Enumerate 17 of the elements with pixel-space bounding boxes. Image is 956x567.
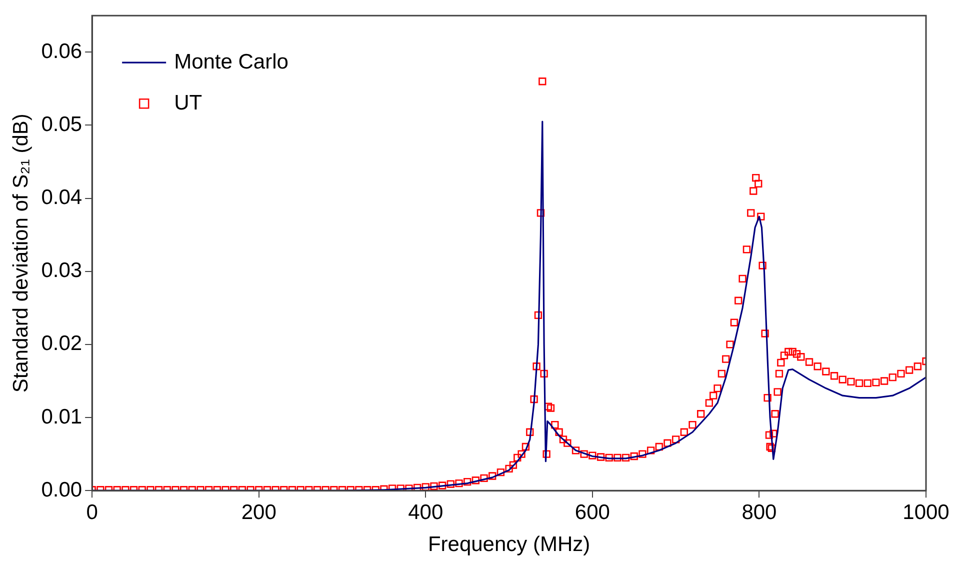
y-axis-title: Standard deviation of S₂₁ (dB)	[9, 114, 32, 393]
legend-label: UT	[174, 91, 202, 114]
y-tick-label: 0.00	[41, 478, 82, 502]
x-tick-label: 400	[408, 500, 444, 524]
y-tick-label: 0.06	[41, 40, 82, 63]
y-tick-label: 0.03	[41, 259, 82, 282]
x-tick-label: 600	[574, 500, 610, 524]
y-tick-label: 0.05	[41, 113, 82, 136]
x-tick-label: 200	[241, 500, 276, 524]
x-tick-label: 800	[742, 500, 777, 524]
x-axis-title: Frequency (MHz)	[428, 533, 590, 556]
y-tick-label: 0.04	[41, 186, 82, 210]
legend-label: Monte Carlo	[174, 50, 288, 74]
x-tick-label: 1000	[902, 500, 950, 524]
y-tick-label: 0.01	[41, 405, 82, 428]
y-tick-label: 0.02	[41, 332, 82, 356]
x-tick-label: 0	[86, 500, 98, 524]
